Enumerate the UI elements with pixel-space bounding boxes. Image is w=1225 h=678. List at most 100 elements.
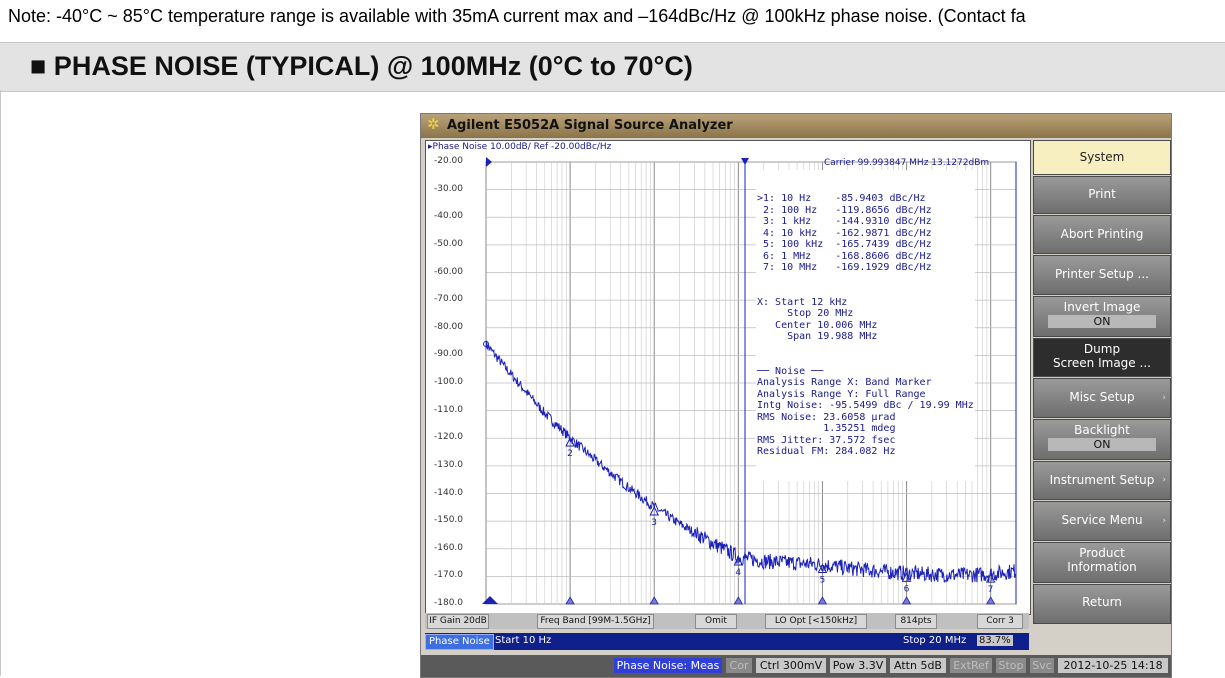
content-frame-border (0, 90, 1, 676)
status-freq-band: Freq Band [99M-1.5GHz] (537, 614, 654, 629)
softkey-product-information[interactable]: Product Information (1033, 542, 1171, 583)
softkey-service-menu[interactable]: Service Menu › (1033, 501, 1171, 541)
softkey-label: Service Menu (1061, 513, 1143, 527)
start-marker (482, 596, 498, 604)
carrier-readout: Carrier 99.993847 MHz 13.1272dBm (824, 158, 990, 168)
softkey-label: Backlight (1074, 423, 1130, 437)
range-line: X: Start 12 kHz (757, 296, 848, 308)
window-titlebar: ✲ Agilent E5052A Signal Source Analyzer (421, 114, 1171, 138)
marker-label: 3 (651, 518, 657, 528)
extref-indicator: ExtRef (950, 658, 992, 673)
softkey-label: Invert Image (1063, 300, 1141, 314)
measurement-screen: 2 3 4 5 6 7 ▸Phase Noise 10.00dB/ Ref -20.00d… (425, 140, 1031, 615)
softkey-value: ON (1048, 315, 1156, 328)
chevron-right-icon: › (1162, 475, 1166, 486)
status-lo-opt: LO Opt [<150kHz] (765, 614, 867, 629)
y-tick-label: -170.0 (434, 570, 464, 581)
marker-lines: >1: 10 Hz -85.9403 dBc/Hz 2: 100 Hz -119… (757, 193, 974, 274)
noise-line: Intg Noise: -95.5499 dBc / 19.99 MHz (757, 400, 974, 411)
softkey-print[interactable]: Print (1033, 176, 1171, 214)
stop-indicator: Stop (996, 658, 1026, 673)
y-tick-label: -60.00 (434, 266, 464, 277)
softkey-label: System (1079, 150, 1125, 164)
svc-indicator: Svc (1030, 658, 1054, 673)
marker-label: 7 (988, 585, 994, 595)
marker-label: 4 (735, 568, 741, 578)
bottom-band-marker (817, 596, 828, 605)
attn-indicator: Attn 5dB (890, 658, 946, 673)
softkey-label: Product (1079, 546, 1125, 560)
bottom-band-marker (901, 596, 912, 605)
bottom-band-marker (649, 596, 659, 605)
noise-line: Residual FM: 284.082 Hz (757, 446, 896, 457)
marker-row: 3: 1 kHz -144.9310 dBc/Hz (757, 216, 932, 227)
status-points: 814pts (895, 614, 937, 629)
softkey-printer-setup[interactable]: Printer Setup ... (1033, 255, 1171, 295)
softkey-system[interactable]: System (1033, 140, 1171, 175)
y-tick-label: -90.00 (434, 349, 464, 360)
ref-level-arrow (486, 157, 492, 167)
softkey-invert-image[interactable]: Invert Image ON (1033, 296, 1171, 337)
marker-row: 2: 100 Hz -119.8656 dBc/Hz (757, 204, 932, 216)
y-tick-label: -120.0 (434, 432, 464, 443)
marker-triangle (817, 563, 828, 573)
softkey-label-2: Information (1067, 560, 1137, 574)
pow-indicator: Pow 3.3V (830, 658, 886, 673)
softkey-label: Return (1082, 595, 1122, 609)
marker-table: >1: 10 Hz -85.9403 dBc/Hz 2: 100 Hz -119… (756, 170, 975, 481)
range-lines: X: Start 12 kHz Stop 20 MHz Center 10.00… (757, 297, 974, 343)
softkey-misc-setup[interactable]: Misc Setup › (1033, 378, 1171, 418)
marker-row: 6: 1 MHz -168.8606 dBc/Hz (757, 250, 932, 262)
bottom-band-marker (565, 596, 575, 605)
softkey-label: Printer Setup ... (1055, 267, 1149, 281)
y-tick-label: -110.0 (434, 404, 464, 415)
bottom-band-marker (985, 596, 996, 605)
softkey-backlight[interactable]: Backlight ON (1033, 419, 1171, 460)
marker-row: 7: 10 MHz -169.1929 dBc/Hz (757, 262, 932, 273)
marker-row: >1: 10 Hz -85.9403 dBc/Hz (757, 193, 926, 204)
y-tick-label: -180.0 (434, 598, 464, 608)
status-omit: Omit (695, 614, 737, 629)
noise-line: 1.35251 mdeg (757, 423, 896, 434)
noise-lines: ── Noise ── Analysis Range X: Band Marker… (757, 366, 974, 458)
trace-header: ▸Phase Noise 10.00dB/ Ref -20.00dBc/Hz (428, 142, 612, 152)
start-freq: Start 10 Hz (495, 635, 552, 646)
range-line: Stop 20 MHz (757, 308, 854, 319)
phase-noise-tab[interactable]: Phase Noise (425, 634, 494, 650)
softkey-label-2: Screen Image ... (1053, 356, 1151, 370)
range-line: Span 19.988 MHz (757, 331, 878, 342)
softkey-label: Dump (1083, 342, 1121, 356)
noise-line: Analysis Range Y: Full Range (757, 388, 926, 400)
marker-label: 2 (567, 449, 573, 459)
sweep-percent: 83.7% (977, 635, 1013, 646)
y-tick-label: -80.00 (434, 321, 464, 332)
softkey-return[interactable]: Return (1033, 584, 1171, 624)
marker-triangle (901, 572, 912, 582)
noise-line: RMS Jitter: 37.572 fsec (757, 434, 896, 446)
softkey-abort-printing[interactable]: Abort Printing (1033, 215, 1171, 254)
marker-triangle (565, 436, 575, 447)
ctrl-indicator: Ctrl 300mV (756, 658, 826, 673)
band-marker-top (740, 158, 749, 165)
y-tick-label: -30.00 (434, 183, 464, 194)
note-text: Note: -40°C ~ 85°C temperature range is … (8, 6, 1026, 26)
softkey-label: Misc Setup (1069, 390, 1135, 404)
section-header: ■ PHASE NOISE (TYPICAL) @ 100MHz (0°C to… (0, 42, 1225, 92)
softkey-label: Instrument Setup (1049, 473, 1155, 487)
app-title: Agilent E5052A Signal Source Analyzer (447, 118, 733, 133)
y-tick-label: -50.00 (434, 238, 464, 249)
meas-status: Phase Noise: Meas (614, 658, 722, 673)
bottom-band-marker (733, 596, 744, 605)
softkey-dump-screen-image[interactable]: Dump Screen Image ... (1033, 338, 1171, 377)
softkey-label: Print (1088, 187, 1116, 201)
status-row: IF Gain 20dB Freq Band [99M-1.5GHz] Omit… (425, 613, 1029, 629)
softkey-instrument-setup[interactable]: Instrument Setup › (1033, 461, 1171, 500)
marker-label: 6 (904, 584, 910, 594)
softkey-value: ON (1048, 438, 1156, 451)
y-tick-label: -40.00 (434, 211, 464, 222)
trace-info-row: Phase Noise Start 10 Hz Stop 20 MHz 83.7… (425, 633, 1029, 650)
range-line: Center 10.006 MHz (757, 319, 878, 331)
agilent-logo-icon: ✲ (427, 116, 440, 133)
marker-row: 5: 100 kHz -165.7439 dBc/Hz (757, 239, 932, 250)
section-title: ■ PHASE NOISE (TYPICAL) @ 100MHz (0°C to… (30, 51, 693, 81)
